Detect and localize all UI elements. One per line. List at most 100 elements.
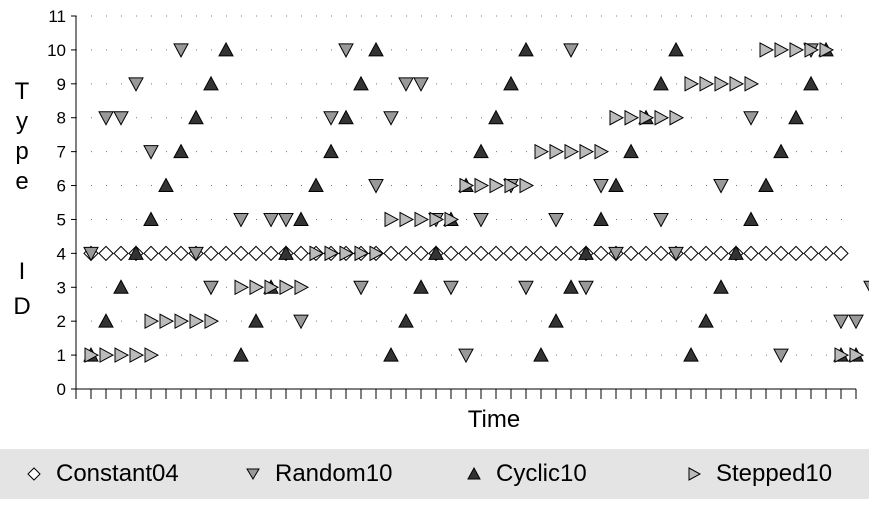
data-point bbox=[774, 42, 790, 58]
data-point bbox=[683, 245, 699, 262]
data-point bbox=[324, 245, 340, 262]
data-point bbox=[369, 245, 385, 262]
data-point bbox=[293, 314, 309, 330]
data-point bbox=[639, 109, 655, 126]
data-point bbox=[743, 111, 759, 126]
data-point bbox=[488, 245, 504, 262]
y-tick-label: 7 bbox=[57, 143, 66, 162]
data-point bbox=[518, 41, 534, 57]
data-point bbox=[218, 41, 234, 57]
data-point bbox=[743, 211, 759, 226]
data-point bbox=[728, 245, 744, 260]
data-point bbox=[158, 245, 174, 262]
data-point bbox=[444, 211, 460, 228]
data-point bbox=[143, 211, 159, 226]
data-point bbox=[668, 41, 684, 57]
data-point bbox=[383, 245, 399, 262]
data-point bbox=[98, 245, 114, 262]
data-point bbox=[834, 347, 850, 363]
y-tick-label: 9 bbox=[57, 75, 66, 94]
data-point bbox=[113, 111, 129, 126]
data-point bbox=[819, 42, 835, 58]
y-tick-label: 4 bbox=[57, 244, 66, 263]
legend-label: Stepped10 bbox=[716, 460, 833, 487]
data-point bbox=[398, 245, 414, 262]
data-point bbox=[264, 279, 280, 296]
data-point bbox=[713, 279, 729, 294]
data-point bbox=[173, 43, 189, 58]
data-point bbox=[429, 211, 445, 228]
data-point bbox=[203, 75, 219, 91]
data-point bbox=[443, 280, 459, 296]
data-point bbox=[488, 109, 504, 125]
data-point bbox=[759, 42, 775, 58]
data-point bbox=[173, 143, 189, 159]
legend-label: Constant04 bbox=[56, 460, 179, 487]
data-point bbox=[368, 179, 384, 194]
legend-label: Random10 bbox=[275, 460, 393, 487]
scatter-chart: 0 1 2 3 4 5 6 7 8 9 10 11 Time bbox=[47, 7, 869, 433]
y-axis-title-letter: T bbox=[14, 78, 30, 105]
data-point bbox=[773, 143, 789, 159]
data-point bbox=[278, 212, 294, 228]
data-point bbox=[233, 347, 249, 362]
data-point bbox=[669, 109, 685, 126]
data-point bbox=[803, 245, 819, 262]
data-point bbox=[98, 111, 114, 126]
diamond-marker-icon bbox=[27, 467, 41, 481]
data-point bbox=[128, 245, 144, 260]
data-point bbox=[503, 245, 519, 262]
data-point bbox=[684, 75, 700, 92]
data-point bbox=[188, 246, 204, 262]
data-point bbox=[713, 245, 729, 262]
data-point bbox=[293, 211, 309, 226]
data-point bbox=[173, 245, 189, 262]
data-point bbox=[383, 111, 399, 126]
data-point bbox=[174, 313, 190, 330]
data-point bbox=[773, 245, 789, 262]
data-point bbox=[323, 111, 339, 126]
legend-item-random10: Random10 bbox=[245, 449, 392, 499]
data-point bbox=[353, 75, 369, 91]
legend: Constant04 Random10 Cyclic10 Stepped10 bbox=[0, 449, 869, 499]
data-point bbox=[518, 280, 534, 296]
data-point bbox=[654, 109, 670, 126]
data-point bbox=[398, 77, 414, 92]
data-point bbox=[278, 245, 294, 260]
data-point bbox=[99, 347, 115, 363]
data-point bbox=[668, 246, 684, 262]
data-point bbox=[338, 43, 354, 58]
data-point bbox=[699, 75, 715, 92]
data-point bbox=[293, 245, 309, 262]
data-point bbox=[713, 179, 729, 194]
data-point bbox=[563, 245, 579, 262]
data-point bbox=[474, 177, 490, 194]
data-point bbox=[144, 313, 160, 330]
y-tick-label: 8 bbox=[57, 109, 66, 128]
data-point bbox=[548, 245, 564, 262]
data-point bbox=[609, 109, 625, 126]
data-point bbox=[564, 143, 580, 160]
data-point bbox=[594, 143, 610, 160]
y-axis-title-letter: p bbox=[15, 138, 29, 165]
data-point bbox=[623, 245, 639, 262]
data-point bbox=[473, 245, 489, 262]
data-point bbox=[98, 313, 114, 328]
legend-item-cyclic10: Cyclic10 bbox=[466, 449, 587, 499]
y-tick-label: 11 bbox=[48, 7, 66, 26]
data-point bbox=[623, 143, 639, 159]
data-point bbox=[504, 177, 520, 194]
data-point bbox=[443, 245, 459, 262]
data-point bbox=[803, 75, 819, 91]
data-point bbox=[549, 143, 565, 160]
data-point bbox=[788, 109, 804, 125]
data-point bbox=[548, 313, 564, 328]
data-point bbox=[323, 143, 339, 159]
y-tick-label: 6 bbox=[57, 177, 66, 196]
data-point bbox=[503, 75, 519, 91]
data-point bbox=[459, 177, 475, 194]
data-point bbox=[248, 245, 264, 262]
data-point bbox=[234, 279, 250, 296]
data-point bbox=[804, 42, 820, 58]
data-point bbox=[113, 245, 129, 262]
